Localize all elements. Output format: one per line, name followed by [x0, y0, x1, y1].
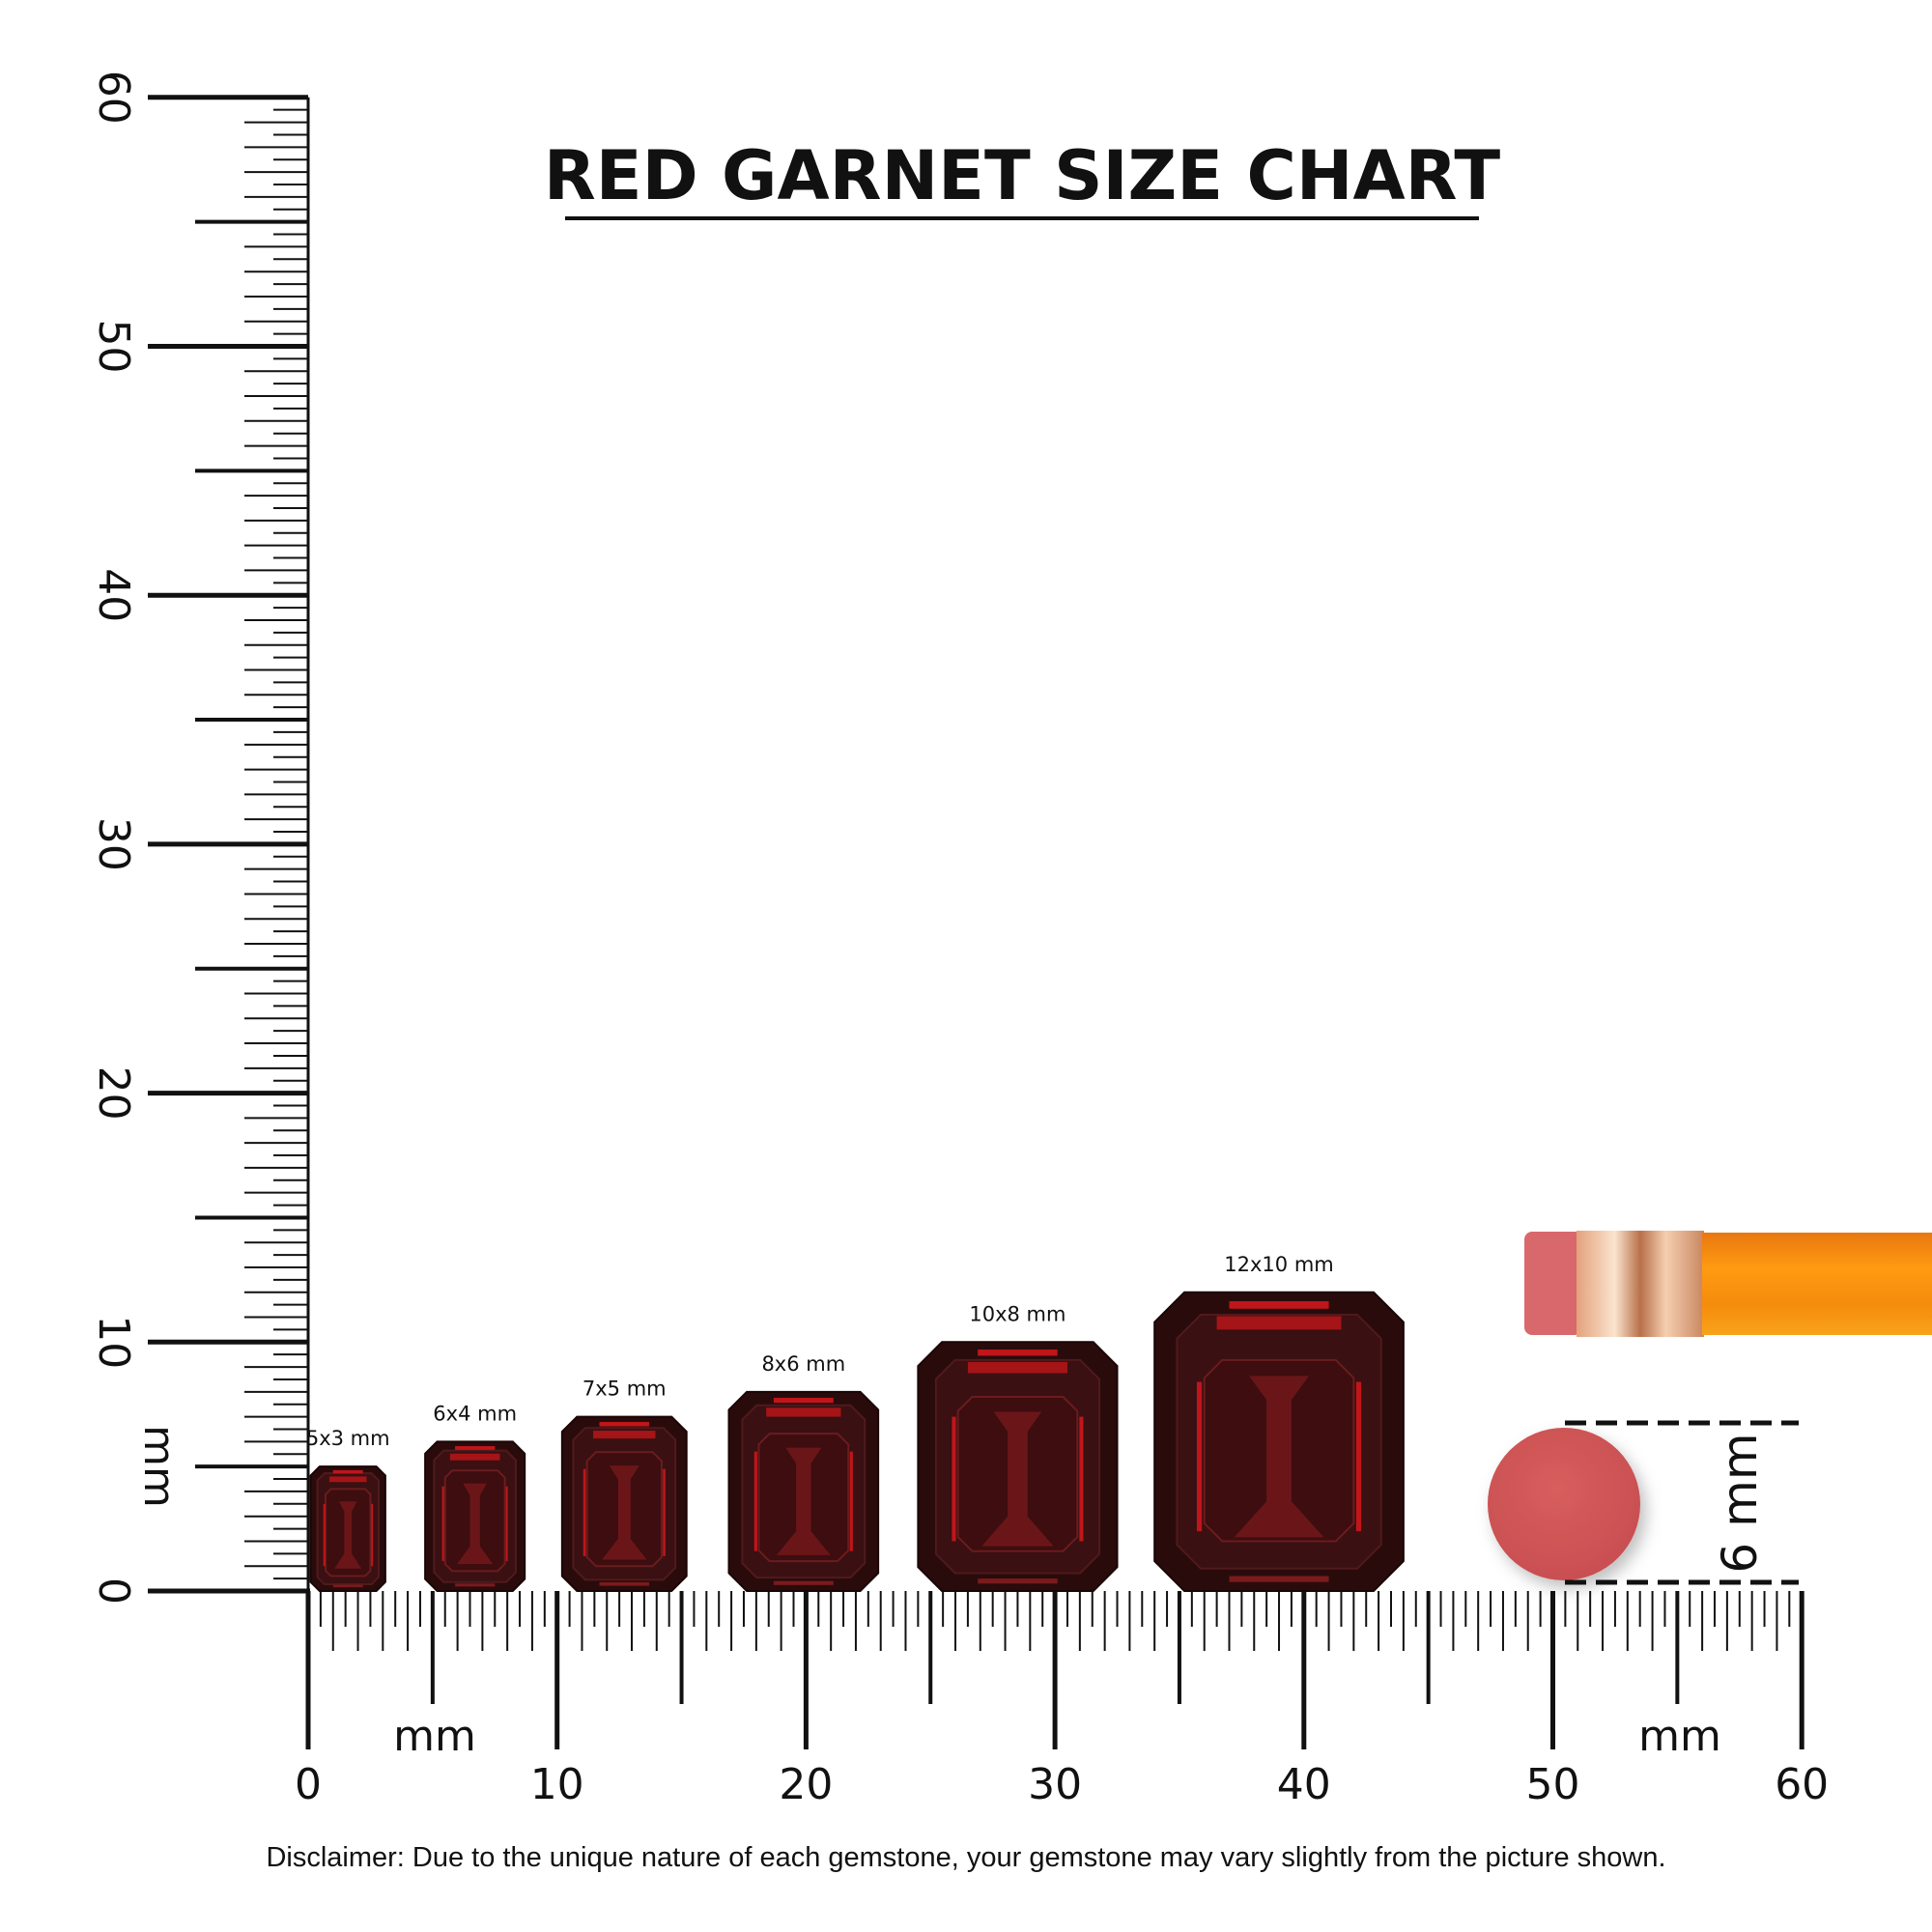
gem-highlight — [371, 1503, 374, 1567]
horizontal-tick-label: 30 — [1028, 1760, 1082, 1809]
gem-highlight — [328, 1476, 367, 1483]
gem-highlight — [505, 1486, 508, 1562]
gem-highlight — [449, 1453, 500, 1461]
gem-size-label: 10x8 mm — [969, 1302, 1065, 1325]
disclaimer-text: Disclaimer: Due to the unique nature of … — [266, 1842, 1665, 1873]
gem-emerald-cut — [560, 1415, 688, 1592]
vertical-tick-label: 0 — [89, 1577, 138, 1605]
gem-highlight — [1079, 1416, 1084, 1542]
gem-highlight — [978, 1350, 1058, 1356]
horizontal-unit-label-right: mm — [1638, 1712, 1721, 1761]
gem-center-facet — [1234, 1376, 1324, 1538]
horizontal-tick-label: 10 — [530, 1760, 584, 1809]
vertical-tick-label: 10 — [89, 1315, 138, 1369]
gem-size-label: 7x5 mm — [582, 1378, 667, 1401]
gem-highlight — [599, 1581, 650, 1586]
reference-size-label: 6 mm — [1712, 1433, 1768, 1573]
gem-highlight — [663, 1468, 666, 1556]
gem-highlight — [441, 1486, 444, 1562]
horizontal-tick-label: 40 — [1277, 1760, 1331, 1809]
gem-emerald-cut — [727, 1390, 880, 1592]
gem-highlight — [582, 1468, 586, 1556]
horizontal-tick-label: 50 — [1526, 1760, 1580, 1809]
gem-size-label: 8x6 mm — [761, 1352, 845, 1376]
vertical-tick-label: 60 — [89, 71, 138, 125]
horizontal-tick-label: 60 — [1775, 1760, 1829, 1809]
gem-highlight — [599, 1422, 650, 1427]
gem-highlight — [849, 1451, 853, 1551]
vertical-unit-label: mm — [134, 1425, 184, 1508]
gem-highlight — [952, 1416, 956, 1542]
gem-size-label: 12x10 mm — [1224, 1253, 1333, 1276]
gem-size-label: 5x3 mm — [306, 1427, 390, 1450]
gem-highlight — [773, 1398, 834, 1404]
pencil-body — [1702, 1233, 1932, 1335]
gem-emerald-cut — [424, 1440, 526, 1592]
pencil-ferrule — [1577, 1231, 1704, 1337]
gem-group: 5x3 mm 6x4 mm 7x5 mm 8x6 mm 10x8 mm 12x10 mm — [306, 1253, 1405, 1592]
gem-highlight — [978, 1578, 1058, 1584]
gem-emerald-cut — [917, 1341, 1119, 1592]
gem-highlight — [766, 1407, 841, 1417]
gem-highlight — [773, 1580, 834, 1585]
gem-highlight — [1216, 1316, 1342, 1330]
vertical-tick-label: 40 — [89, 568, 138, 622]
gem-emerald-cut — [1153, 1291, 1405, 1592]
gem-size-label: 6x4 mm — [433, 1402, 517, 1425]
vertical-tick-label: 30 — [89, 817, 138, 871]
horizontal-tick-label: 0 — [295, 1760, 322, 1809]
gem-emerald-cut — [309, 1465, 386, 1592]
gem-highlight — [332, 1470, 363, 1474]
vertical-ruler: 0 10 20 30 40 50 60 — [89, 71, 310, 1605]
gem-center-facet — [602, 1465, 647, 1560]
gem-center-facet — [334, 1501, 362, 1569]
gem-highlight — [1229, 1576, 1329, 1582]
pencil-eraser — [1524, 1232, 1582, 1335]
horizontal-unit-label-left: mm — [393, 1712, 476, 1761]
vertical-tick-label: 50 — [89, 320, 138, 374]
pencil-image — [1524, 1231, 1932, 1337]
gem-center-facet — [776, 1447, 831, 1555]
gem-highlight — [455, 1446, 496, 1450]
eraser-reference-circle — [1488, 1428, 1640, 1580]
gem-highlight — [593, 1431, 656, 1439]
gem-highlight — [1229, 1301, 1329, 1309]
chart-title: RED GARNET SIZE CHART — [544, 136, 1501, 215]
horizontal-tick-label: 20 — [779, 1760, 833, 1809]
gem-highlight — [1355, 1381, 1362, 1532]
gem-center-facet — [981, 1411, 1054, 1547]
gem-highlight — [332, 1584, 363, 1588]
vertical-tick-label: 20 — [89, 1066, 138, 1121]
gem-highlight — [323, 1503, 326, 1567]
gem-center-facet — [457, 1483, 494, 1565]
gem-highlight — [1196, 1381, 1203, 1532]
horizontal-ruler: 0 10 20 30 40 50 60 — [295, 1588, 1829, 1809]
gem-highlight — [455, 1583, 496, 1587]
gem-highlight — [967, 1361, 1067, 1374]
gem-highlight — [753, 1451, 757, 1551]
